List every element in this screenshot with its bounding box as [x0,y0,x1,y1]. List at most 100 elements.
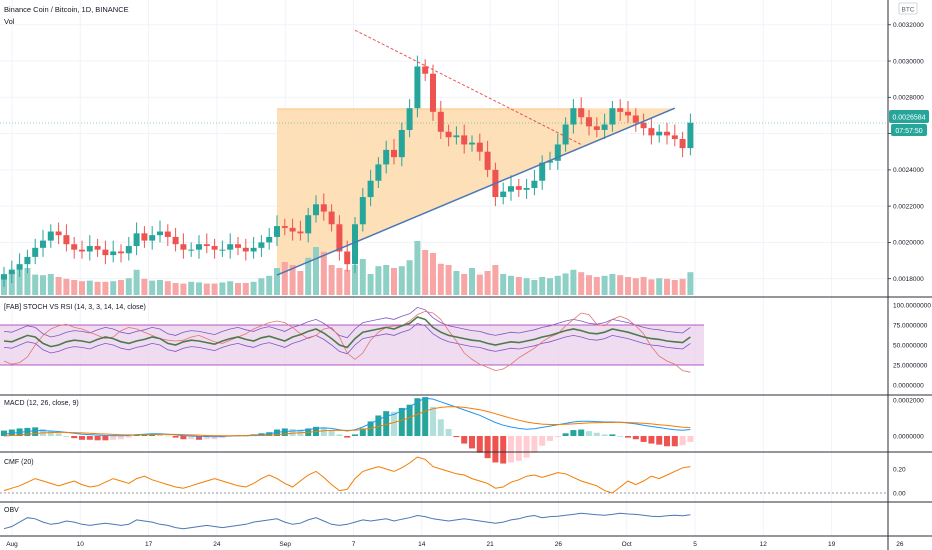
macd-histogram-bar [523,436,530,458]
volume-bar [625,277,631,295]
macd-histogram-bar [188,436,195,440]
stoch-tick-label: 100.0000000 [893,302,931,309]
cmf-tick-label: 0.20 [893,466,906,473]
volume-bar [515,277,522,295]
candle [16,264,23,270]
grid [0,0,888,536]
candle [94,246,101,250]
macd-histogram-bar [94,436,101,441]
candle [24,256,31,265]
volume-bar [344,269,351,295]
volume-bar [461,274,468,295]
macd-histogram-bar [281,428,288,436]
macd-histogram-bar [336,434,343,436]
candle [258,242,265,248]
time-tick-label: Sep [279,541,291,548]
candle [47,231,54,241]
volume-bar [86,280,93,295]
candle [453,135,460,138]
macd-histogram-bar [484,436,491,459]
time-tick-label: Oct [622,541,632,548]
macd-histogram-bar [664,436,670,447]
macd-histogram-bar [469,436,475,449]
volume-bar [445,265,452,295]
candle [414,66,421,109]
macd-histogram-bar [640,436,647,442]
candle [313,204,319,216]
candle [484,151,491,170]
candle [63,235,70,245]
stoch-k-line [3,316,691,349]
candle [508,186,514,192]
macd-histogram-bar [476,436,483,453]
candle [515,186,522,190]
candle [422,66,429,74]
candle [344,251,351,265]
macd-histogram-bar [383,411,390,436]
volume-bar [274,268,280,295]
macd-histogram-bar [437,419,444,436]
volume-bar [359,259,366,295]
currency-label: BTC [902,7,915,14]
macd-histogram-bar [406,404,413,436]
macd-histogram-bar [430,406,436,436]
candle [625,111,631,116]
candle [656,131,663,136]
axes: 0.00320000.00300000.00280000.00260000.00… [6,22,931,548]
macd-histogram-bar [125,436,132,438]
candle [461,135,468,145]
time-tick-label: 26 [555,541,563,548]
macd-histogram-bar [453,436,460,438]
candle [383,149,390,165]
macd-histogram-bar [601,434,608,436]
volume-bar [328,265,335,295]
macd-histogram-bar [586,431,592,436]
volume-bar [453,271,460,295]
candle [336,224,343,252]
macd-histogram-bar [1,430,7,436]
macd-histogram-bar [86,436,93,440]
stoch-band [0,325,704,365]
volume-bar [391,268,397,295]
volume-bar [523,278,530,295]
macd-signal-line [3,406,691,437]
volume-bar [617,275,624,295]
candle [164,231,171,237]
volume-bar [367,274,374,295]
volume-bar [656,278,663,295]
volume-bar [476,274,483,295]
candle [8,269,15,275]
volume-bar [79,281,85,295]
volume-bar [203,283,210,295]
candle [188,249,195,251]
macd-histogram-bar [71,436,78,439]
macd-histogram-bar [632,436,639,440]
volume-bar [570,269,577,295]
volume-bar [157,280,163,295]
macd-histogram-bar [196,436,202,440]
volume-bar [164,281,171,295]
cmf-pane [0,456,888,494]
volume-bar [648,279,655,295]
candle [617,108,624,112]
candle [531,180,538,188]
macd-histogram-bar [55,433,62,436]
candle [601,124,608,130]
stoch-tick-label: 0.0000000 [893,382,924,389]
candle [219,249,226,251]
macd-histogram-bar [554,436,561,438]
macd-histogram-bar [508,436,514,463]
candle [547,160,553,163]
time-tick-label: 12 [760,541,768,548]
candle [578,108,585,118]
volume-bar [601,275,608,295]
macd-histogram-bar [157,433,163,436]
volume-bar [484,271,491,295]
volume-bar [281,262,288,295]
currency-box[interactable] [898,2,918,15]
volume-bar [141,278,148,295]
macd-histogram-bar [539,436,546,446]
volume-bar [687,272,694,295]
stoch-env-lower [3,322,691,355]
